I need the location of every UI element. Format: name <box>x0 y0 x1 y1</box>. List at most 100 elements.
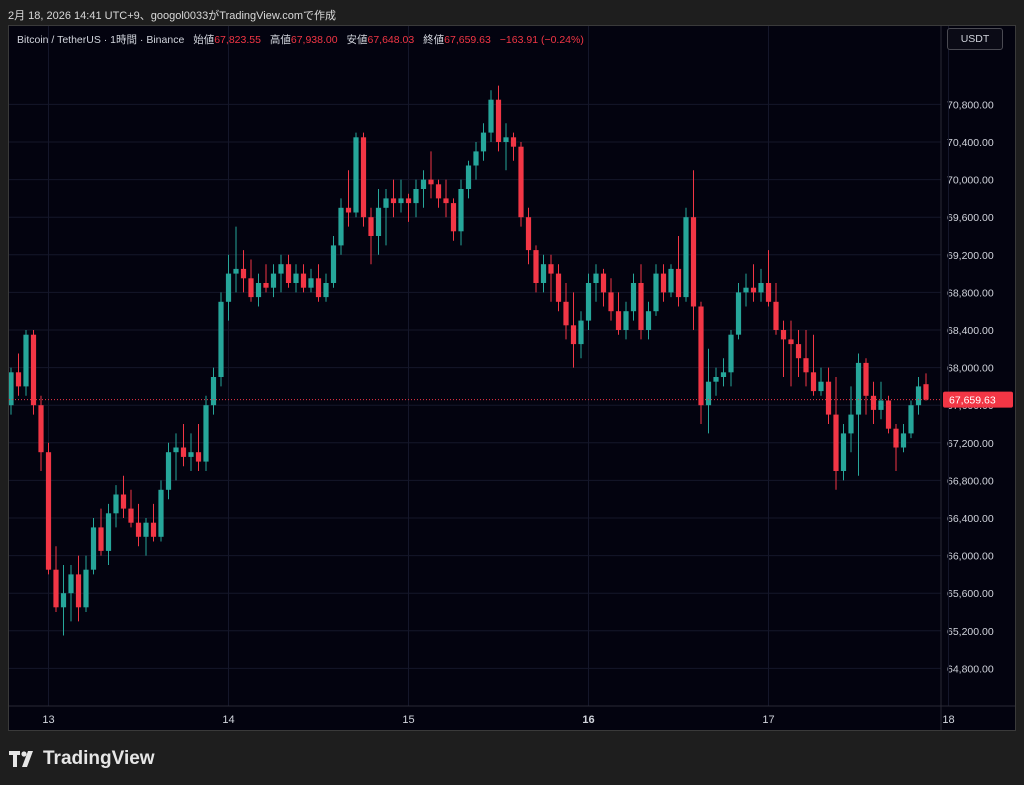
candle-body <box>570 325 577 345</box>
candle-body <box>128 508 134 523</box>
y-tick-label: 66,000.00 <box>947 551 994 563</box>
candle-body <box>533 250 539 283</box>
candle-body <box>900 433 907 448</box>
candle-body <box>503 137 509 142</box>
candle-body <box>848 414 854 434</box>
candle-body <box>45 452 52 570</box>
candle-body <box>743 287 749 293</box>
candle-body <box>30 334 37 406</box>
chart-frame[interactable]: 64,800.00 65,200.00 65,600.00 66,000.00 66,4… <box>8 25 1016 731</box>
candle-body <box>863 362 869 396</box>
candle-body <box>240 268 247 279</box>
candle-body <box>225 273 232 302</box>
last-price-label: 67,659.63 <box>949 395 996 407</box>
candle-body <box>795 344 802 359</box>
candle-body <box>278 264 284 274</box>
candle-body <box>923 384 929 400</box>
legend-low-label: 安値 <box>346 34 368 46</box>
candle-body <box>488 99 494 133</box>
candle-body <box>675 268 682 298</box>
y-tick-label: 70,800.00 <box>947 99 994 111</box>
candle-body <box>690 217 697 307</box>
candle-body <box>180 447 187 457</box>
candle-body <box>518 146 524 218</box>
x-tick-label: 16 <box>582 714 594 726</box>
candle-body <box>53 569 59 608</box>
x-tick-label: 14 <box>222 714 234 726</box>
y-tick-label: 68,000.00 <box>947 363 994 375</box>
tradingview-logo-icon <box>9 751 37 767</box>
candle-body <box>158 489 164 537</box>
candle-body <box>465 165 472 189</box>
currency-button[interactable]: USDT <box>947 28 1003 50</box>
candle-body <box>345 207 352 213</box>
x-tick-label: 18 <box>942 714 954 726</box>
candle-body <box>60 593 67 608</box>
candle-body <box>308 278 314 288</box>
candle-body <box>578 320 584 345</box>
candle-body <box>9 372 14 406</box>
legend-high-label: 高値 <box>269 34 291 46</box>
candle-body <box>353 137 359 213</box>
candle-body <box>683 217 689 298</box>
y-tick-label: 64,800.00 <box>947 663 994 675</box>
candle-body <box>630 283 637 312</box>
legend-change-value: −163.91 (−0.24%) <box>499 34 584 46</box>
candle-body <box>338 207 344 246</box>
legend-close-label: 終値 <box>423 34 445 46</box>
tradingview-logo: TradingView <box>9 748 155 770</box>
candle-body <box>195 452 202 462</box>
candle-body <box>218 301 224 377</box>
last-price-tag <box>943 391 1013 408</box>
candle-body <box>525 217 532 251</box>
candle-body <box>638 283 644 330</box>
candle-body <box>600 273 607 293</box>
candle-body <box>165 452 172 490</box>
candle-body <box>495 99 502 142</box>
legend-open-value: 67,823.55 <box>214 34 261 46</box>
candlestick-chart[interactable]: 64,800.00 65,200.00 65,600.00 66,000.00 66,4… <box>9 26 1015 730</box>
candle-body <box>420 179 427 189</box>
candle-body <box>383 198 389 208</box>
candle-body <box>705 381 712 406</box>
candle-body <box>788 339 794 345</box>
candle-body <box>405 198 412 204</box>
candle-body <box>293 273 299 283</box>
candle-body <box>270 273 277 288</box>
candle-body <box>563 301 569 326</box>
chart-caption: 2月 18, 2026 14:41 UTC+9、googol0033がTradi… <box>8 10 337 22</box>
candle-body <box>593 273 599 283</box>
y-tick-label: 70,000.00 <box>947 175 994 187</box>
candle-body <box>735 292 742 335</box>
candle-body <box>413 189 419 204</box>
candle-body <box>300 273 307 288</box>
candle-body <box>285 264 292 283</box>
x-tick-label: 17 <box>762 714 774 726</box>
candle-body <box>428 179 434 185</box>
candle-body <box>188 452 194 457</box>
candle-body <box>870 395 877 410</box>
candle-body <box>803 358 809 373</box>
candle-body <box>893 428 899 448</box>
candle-body <box>780 330 787 340</box>
candle-body <box>585 283 592 321</box>
candle-body <box>98 527 104 551</box>
legend-open-label: 始値 <box>193 34 215 46</box>
candle-body <box>375 207 382 236</box>
candle-body <box>713 377 719 382</box>
candle-body <box>330 245 337 283</box>
x-tick-label: 15 <box>402 714 414 726</box>
candle-body <box>878 400 884 410</box>
candle-body <box>90 527 97 570</box>
candle-body <box>885 400 892 429</box>
candle-body <box>818 381 824 392</box>
legend-low-value: 67,648.03 <box>367 34 415 46</box>
price-legend: Bitcoin / TetherUS · 1時間 · Binance 始値67,… <box>17 32 584 47</box>
candle-body <box>150 522 157 537</box>
candle-body <box>83 569 89 608</box>
candle-body <box>653 273 659 312</box>
candle-body <box>810 372 817 392</box>
candle-body <box>825 381 832 415</box>
legend-close-value: 67,659.63 <box>444 34 491 46</box>
candle-body <box>645 311 652 330</box>
